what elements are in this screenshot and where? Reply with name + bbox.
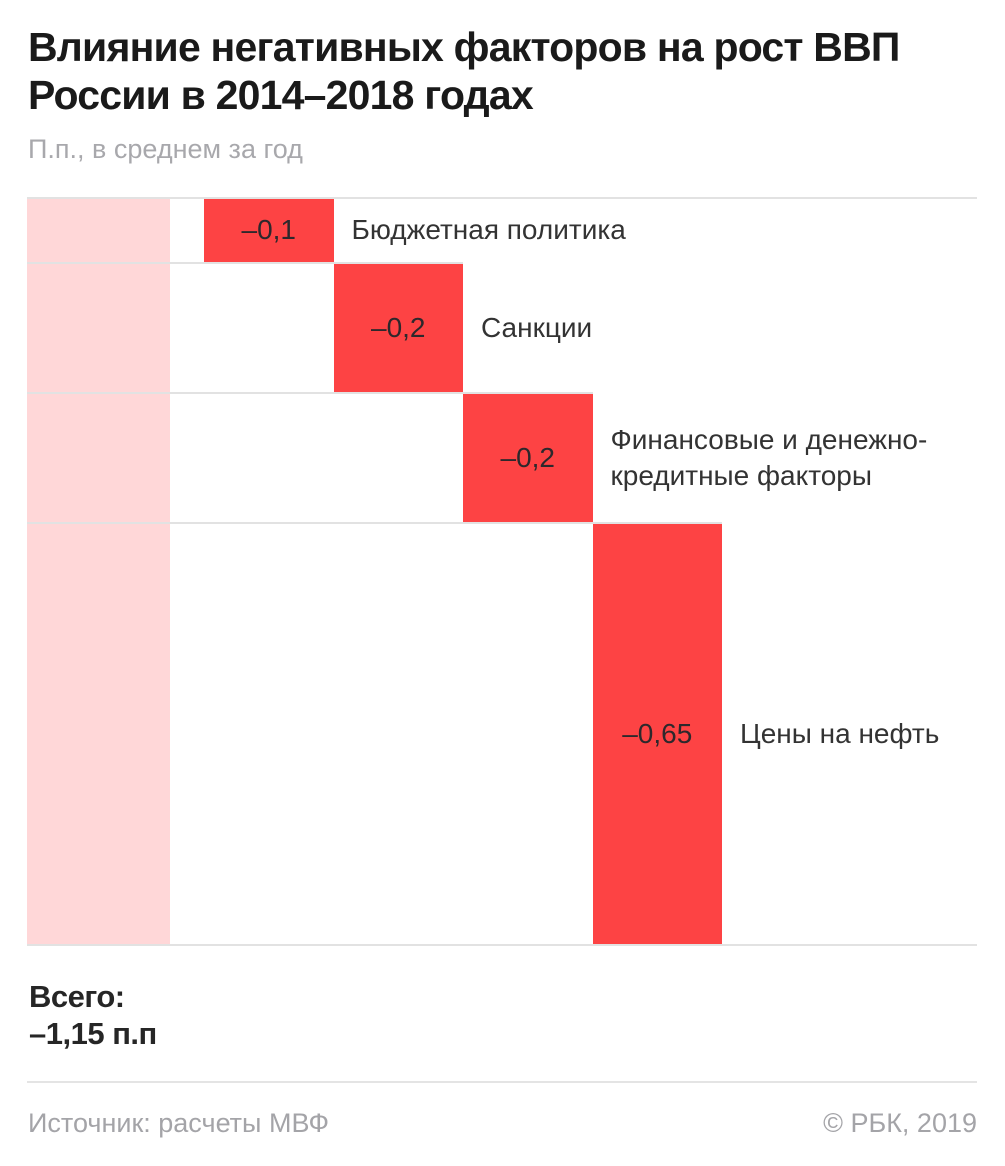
bar-category-label: Бюджетная политика: [351, 214, 626, 246]
waterfall-bar: –0,2: [463, 392, 593, 523]
waterfall-bar: –0,65: [592, 522, 722, 945]
bar-value: –0,65: [622, 717, 693, 749]
total-label: Всего:: [29, 979, 125, 1014]
step-connector-line: [27, 197, 977, 199]
step-connector-line: [27, 391, 593, 394]
bar-value: –0,1: [241, 214, 297, 246]
bar-category-label: Санкции: [481, 311, 593, 343]
step-connector-line: [27, 944, 977, 946]
step-connector-line: [27, 521, 722, 524]
bar-category-label: Цены на нефть: [740, 717, 940, 749]
total-value: –1,15 п.п: [29, 1015, 157, 1051]
total-block: Всего: –1,15 п.п: [29, 979, 157, 1052]
footer-divider: [27, 1081, 977, 1083]
bar-value: –0,2: [500, 441, 556, 473]
chart-subtitle: П.п., в среднем за год: [28, 134, 303, 164]
bar-category-label: Финансовые и денежно-кредитные факторы: [610, 423, 928, 491]
source-note: Источник: расчеты МВФ: [28, 1108, 330, 1138]
bar-value: –0,2: [371, 311, 426, 343]
copyright-note: © РБК, 2019: [823, 1108, 977, 1138]
waterfall-bar: –0,1: [204, 198, 334, 263]
waterfall-bar: –0,2: [333, 262, 463, 393]
chart-title: Влияние негативных факторов на рост ВВП …: [28, 24, 900, 118]
total-band: [27, 198, 170, 945]
step-connector-line: [27, 261, 463, 264]
